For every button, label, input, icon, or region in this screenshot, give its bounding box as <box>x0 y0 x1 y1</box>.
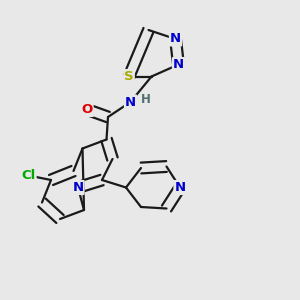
Text: Cl: Cl <box>21 169 36 182</box>
Text: N: N <box>72 181 84 194</box>
Text: N: N <box>125 95 136 109</box>
Text: H: H <box>141 93 150 106</box>
Text: N: N <box>174 181 186 194</box>
Text: N: N <box>173 58 184 71</box>
Text: N: N <box>170 32 181 46</box>
Text: S: S <box>124 70 134 83</box>
Text: O: O <box>81 103 93 116</box>
